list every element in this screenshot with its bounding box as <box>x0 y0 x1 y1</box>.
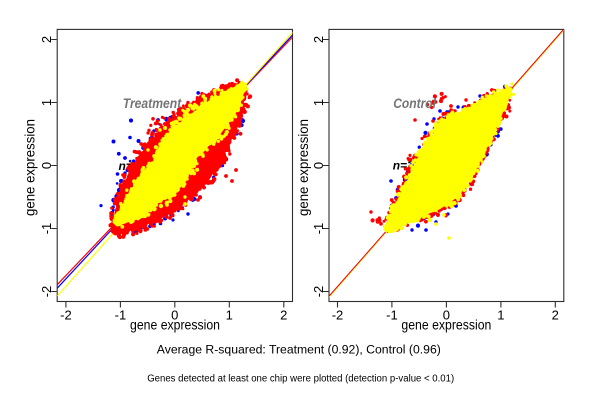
svg-text:1: 1 <box>497 307 504 322</box>
svg-text:Average R-squared: Treatment (: Average R-squared: Treatment (0.92), Con… <box>157 343 441 357</box>
svg-text:0: 0 <box>39 162 54 169</box>
svg-text:0: 0 <box>443 307 450 322</box>
svg-text:-2: -2 <box>60 307 72 322</box>
svg-text:2: 2 <box>280 307 287 322</box>
svg-text:1: 1 <box>311 99 326 106</box>
svg-text:2: 2 <box>39 36 54 43</box>
svg-text:gene expression: gene expression <box>130 318 220 333</box>
svg-text:gene expression: gene expression <box>401 318 491 333</box>
svg-text:gene expression: gene expression <box>296 119 311 216</box>
svg-text:-1: -1 <box>386 307 398 322</box>
svg-text:-2: -2 <box>311 286 326 298</box>
svg-text:0: 0 <box>171 307 178 322</box>
svg-text:Control: Control <box>393 96 436 111</box>
svg-text:gene expression: gene expression <box>23 119 38 216</box>
svg-text:1: 1 <box>226 307 233 322</box>
svg-text:2: 2 <box>552 307 559 322</box>
svg-text:Genes detected at least one ch: Genes detected at least one chip were pl… <box>147 373 454 384</box>
svg-text:-2: -2 <box>39 286 54 298</box>
svg-text:2: 2 <box>311 36 326 43</box>
svg-text:-1: -1 <box>311 223 326 235</box>
svg-text:-2: -2 <box>332 307 344 322</box>
svg-text:-1: -1 <box>39 223 54 235</box>
svg-text:Treatment: Treatment <box>123 96 182 111</box>
svg-text:1: 1 <box>39 99 54 106</box>
svg-text:-1: -1 <box>115 307 127 322</box>
svg-text:0: 0 <box>311 162 326 169</box>
